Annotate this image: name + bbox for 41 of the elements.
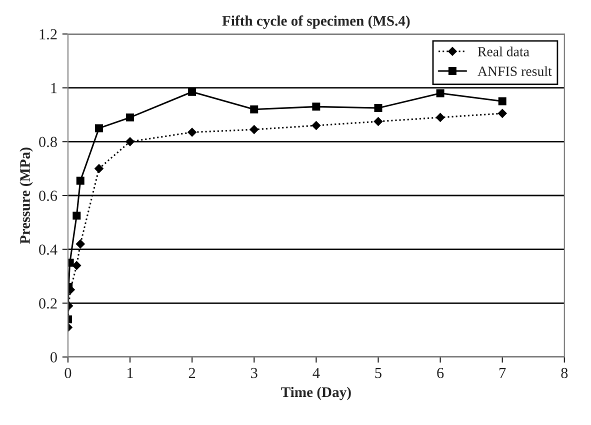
y-tick-label: 0.2 bbox=[39, 298, 57, 309]
point bbox=[374, 117, 383, 126]
point bbox=[436, 112, 445, 122]
point bbox=[250, 125, 259, 134]
y-axis-title: Pressure (MPa) bbox=[20, 148, 33, 244]
point bbox=[126, 113, 134, 122]
point bbox=[95, 124, 103, 132]
point bbox=[250, 105, 258, 114]
x-tick-label: 8 bbox=[561, 368, 568, 378]
point bbox=[312, 102, 320, 111]
y-tick-label: 1 bbox=[51, 83, 57, 94]
point bbox=[188, 88, 196, 96]
x-tick-label: 6 bbox=[437, 368, 444, 378]
point bbox=[188, 128, 197, 137]
point bbox=[76, 176, 84, 185]
point bbox=[72, 261, 82, 270]
x-tick-label: 0 bbox=[64, 368, 72, 378]
y-tick-label: 0 bbox=[50, 352, 57, 362]
x-tick-label: 7 bbox=[500, 368, 506, 378]
point bbox=[498, 108, 507, 118]
y-tick-label: 1.2 bbox=[40, 29, 57, 40]
x-tick-label: 5 bbox=[375, 368, 382, 378]
x-tick-label: 2 bbox=[188, 368, 196, 378]
x-tick-label: 3 bbox=[251, 368, 258, 378]
point bbox=[312, 121, 321, 130]
point bbox=[436, 89, 444, 98]
legend-label: ANFIS result bbox=[478, 66, 552, 76]
x-axis-title: Time (Day) bbox=[281, 386, 351, 400]
point bbox=[126, 137, 134, 146]
point bbox=[94, 164, 104, 174]
chart-title: Fifth cycle of specimen (MS.4) bbox=[222, 15, 410, 29]
point bbox=[72, 212, 81, 220]
legend-label: Real data bbox=[478, 46, 530, 56]
point bbox=[498, 97, 506, 106]
y-tick-label: 0.6 bbox=[39, 190, 58, 202]
y-tick-label: 0.4 bbox=[39, 244, 58, 255]
x-tick-label: 1 bbox=[128, 368, 133, 378]
point bbox=[374, 104, 382, 112]
point bbox=[76, 240, 85, 248]
x-tick-label: 4 bbox=[312, 368, 320, 378]
y-tick-label: 0.8 bbox=[39, 136, 57, 148]
